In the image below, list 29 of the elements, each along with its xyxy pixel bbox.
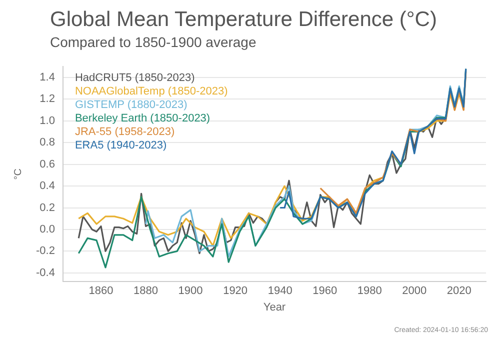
y-tick-label: 1.0 [40,114,55,127]
text: NOAAGlobalTemp (1850-2023) [74,86,228,98]
text: ERA5 (1940-2023) [74,140,167,152]
x-tick-label: 1880 [134,285,158,298]
y-tick-label: 0.6 [40,158,55,170]
text: Berkeley Earth (1850-2023) [74,112,210,125]
y-tick-label: 1.2 [40,93,55,106]
x-tick-label: 1980 [357,285,382,298]
text: GISTEMP (1880-2023) [74,99,188,112]
chart-title: Global Mean Temperature Difference (°C) [50,8,437,32]
y-tick-label: 0.2 [40,202,55,214]
y-tick-label: 0.0 [40,224,55,236]
y-tick-label: 1.4 [40,71,55,84]
y-tick-label: 0.4 [40,180,55,192]
x-tick-label: 1860 [88,285,114,298]
y-tick-label: 0.8 [40,136,55,149]
y-axis-title: °C [12,168,24,180]
x-tick-label: 1940 [268,285,292,298]
x-axis-title: Year [263,301,286,314]
y-tick-label: -0.4 [36,266,55,279]
text: HadCRUT5 (1850-2023) [74,72,195,84]
chart-subtitle: Compared to 1850-1900 average [50,34,256,50]
text: JRA-55 (1958-2023) [74,126,175,138]
x-tick-label: 2000 [402,285,427,298]
y-tick-label: -0.2 [36,245,55,258]
x-tick-label: 1960 [312,285,338,298]
x-tick-label: 1900 [178,285,203,298]
x-tick-label: 2020 [446,285,472,298]
x-tick-label: 1920 [223,285,248,298]
